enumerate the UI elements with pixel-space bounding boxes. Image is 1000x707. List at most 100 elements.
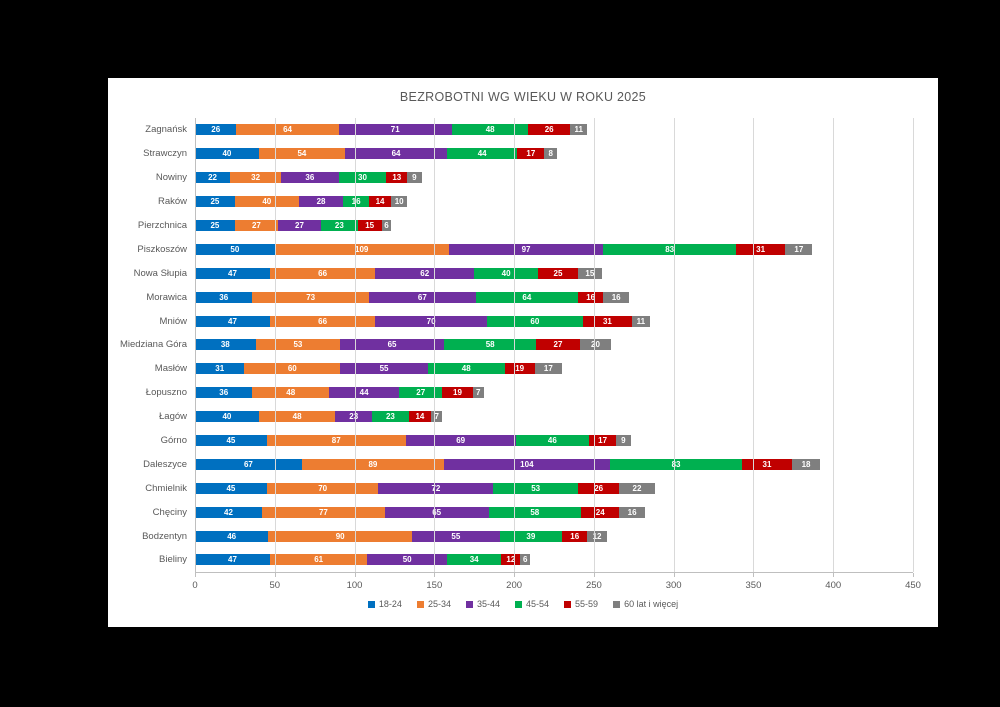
x-tick-label: 50 bbox=[269, 580, 281, 591]
bar-segment: 48 bbox=[252, 387, 330, 399]
bar-row: Chęciny 42 77 65 58 24 16 bbox=[153, 500, 913, 524]
bar-segment: 6 bbox=[520, 554, 531, 566]
stacked-bar: 67 89 104 83 31 18 bbox=[195, 458, 821, 470]
bar-segment: 55 bbox=[411, 530, 500, 542]
bar-row: Masłów 31 60 55 48 19 17 bbox=[155, 357, 913, 381]
bar-segment: 89 bbox=[301, 458, 444, 470]
segment-value: 104 bbox=[520, 459, 534, 469]
segment-value: 26 bbox=[544, 125, 554, 135]
x-tick-label: 150 bbox=[426, 580, 443, 591]
segment-value: 17 bbox=[543, 364, 553, 374]
segment-value: 46 bbox=[547, 436, 557, 446]
segment-value: 16 bbox=[351, 197, 361, 207]
bar-segment: 44 bbox=[447, 148, 518, 160]
bar-row: Strawczyn 40 54 64 44 17 8 bbox=[143, 142, 913, 166]
segment-value: 62 bbox=[420, 268, 430, 278]
stacked-bar: 31 60 55 48 19 17 bbox=[195, 363, 562, 375]
segment-value: 67 bbox=[417, 292, 427, 302]
bar-segment: 32 bbox=[230, 172, 282, 184]
segment-value: 10 bbox=[394, 197, 404, 207]
bar-segment: 66 bbox=[269, 267, 376, 279]
bar-segment: 71 bbox=[338, 124, 452, 136]
bar-segment: 48 bbox=[258, 411, 336, 423]
segment-value: 23 bbox=[334, 221, 344, 230]
segment-value: 12 bbox=[506, 555, 516, 565]
segment-value: 89 bbox=[368, 459, 378, 469]
bar-segment: 47 bbox=[195, 267, 270, 279]
legend-label: 35-44 bbox=[476, 599, 500, 609]
segment-value: 40 bbox=[262, 197, 272, 207]
bar-segment: 53 bbox=[493, 482, 578, 494]
bar-rows: Zagnańsk 26 64 71 48 26 11 Strawczyn 40 54 64 44 17 8… bbox=[120, 118, 913, 572]
bar-segment: 40 bbox=[195, 411, 259, 423]
segment-value: 19 bbox=[453, 388, 462, 398]
segment-value: 14 bbox=[375, 197, 385, 207]
segment-value: 9 bbox=[412, 173, 417, 183]
bar-segment: 47 bbox=[195, 554, 270, 566]
x-tick-label: 0 bbox=[192, 580, 198, 591]
segment-value: 66 bbox=[318, 268, 328, 278]
x-tick-mark bbox=[514, 573, 516, 577]
bar-segment: 87 bbox=[266, 435, 406, 447]
bar-segment: 25 bbox=[195, 220, 235, 231]
bar-row: Nowa Słupia 47 66 62 40 25 15 bbox=[134, 261, 913, 285]
legend-label: 60 lat i więcej bbox=[624, 599, 679, 609]
segment-value: 26 bbox=[211, 125, 221, 135]
bar-segment: 17 bbox=[517, 148, 545, 160]
bar-segment: 11 bbox=[569, 124, 588, 136]
segment-value: 83 bbox=[671, 459, 681, 469]
bar-row: Nowiny 22 32 36 30 13 9 bbox=[156, 166, 913, 190]
stacked-bar: 36 73 67 64 16 16 bbox=[195, 291, 629, 303]
segment-value: 40 bbox=[222, 149, 232, 159]
x-tick-label: 300 bbox=[665, 580, 682, 591]
segment-value: 46 bbox=[227, 531, 237, 541]
category-label: Nowiny bbox=[155, 172, 187, 184]
bar-segment: 8 bbox=[544, 148, 558, 160]
segment-value: 60 bbox=[530, 316, 540, 326]
bar-segment: 23 bbox=[321, 220, 358, 231]
gridline bbox=[913, 118, 914, 572]
bar-segment: 73 bbox=[252, 291, 369, 303]
segment-value: 64 bbox=[283, 125, 292, 135]
segment-value: 65 bbox=[387, 340, 397, 350]
bar-segment: 14 bbox=[408, 411, 432, 423]
gridline bbox=[354, 118, 356, 572]
bar-segment: 67 bbox=[195, 458, 302, 470]
bar-segment: 15 bbox=[577, 267, 602, 279]
segment-value: 24 bbox=[595, 507, 605, 517]
segment-value: 36 bbox=[305, 173, 315, 183]
bar-segment: 62 bbox=[375, 267, 475, 279]
bar-segment: 7 bbox=[431, 411, 443, 423]
bar-row: Łagów 40 48 23 23 14 7 bbox=[159, 405, 913, 429]
bar-segment: 90 bbox=[268, 530, 412, 542]
segment-value: 36 bbox=[219, 292, 229, 302]
segment-value: 48 bbox=[292, 412, 302, 422]
category-label: Zagnańsk bbox=[145, 124, 187, 136]
bar-segment: 23 bbox=[372, 411, 409, 423]
category-label: Masłów bbox=[154, 363, 187, 375]
legend-item: 18-24 bbox=[367, 599, 402, 609]
segment-value: 45 bbox=[226, 483, 236, 493]
bar-row: Chmielnik 45 70 72 53 26 22 bbox=[145, 476, 913, 500]
bar-segment: 61 bbox=[269, 554, 368, 566]
segment-value: 11 bbox=[574, 125, 583, 135]
segment-value: 27 bbox=[295, 221, 304, 230]
segment-value: 40 bbox=[222, 412, 232, 422]
gridline bbox=[753, 118, 755, 572]
stacked-bar: 40 54 64 44 17 8 bbox=[195, 148, 558, 160]
stacked-bar: 26 64 71 48 26 11 bbox=[195, 124, 588, 136]
segment-value: 17 bbox=[598, 436, 608, 446]
gridline bbox=[434, 118, 436, 572]
bar-row: Łopuszno 36 48 44 27 19 7 bbox=[146, 381, 913, 405]
segment-value: 90 bbox=[335, 531, 345, 541]
bar-segment: 36 bbox=[195, 387, 253, 399]
bar-segment: 19 bbox=[442, 387, 473, 399]
bar-segment: 27 bbox=[234, 220, 278, 231]
bar-segment: 22 bbox=[195, 172, 231, 184]
stacked-bar: 45 70 72 53 26 22 bbox=[195, 482, 655, 494]
bar-segment: 9 bbox=[616, 435, 631, 447]
stacked-bar: 38 53 65 58 27 20 bbox=[195, 339, 612, 351]
segment-value: 13 bbox=[392, 173, 402, 183]
legend-label: 55-59 bbox=[575, 599, 599, 609]
legend-swatch-icon bbox=[367, 600, 375, 608]
